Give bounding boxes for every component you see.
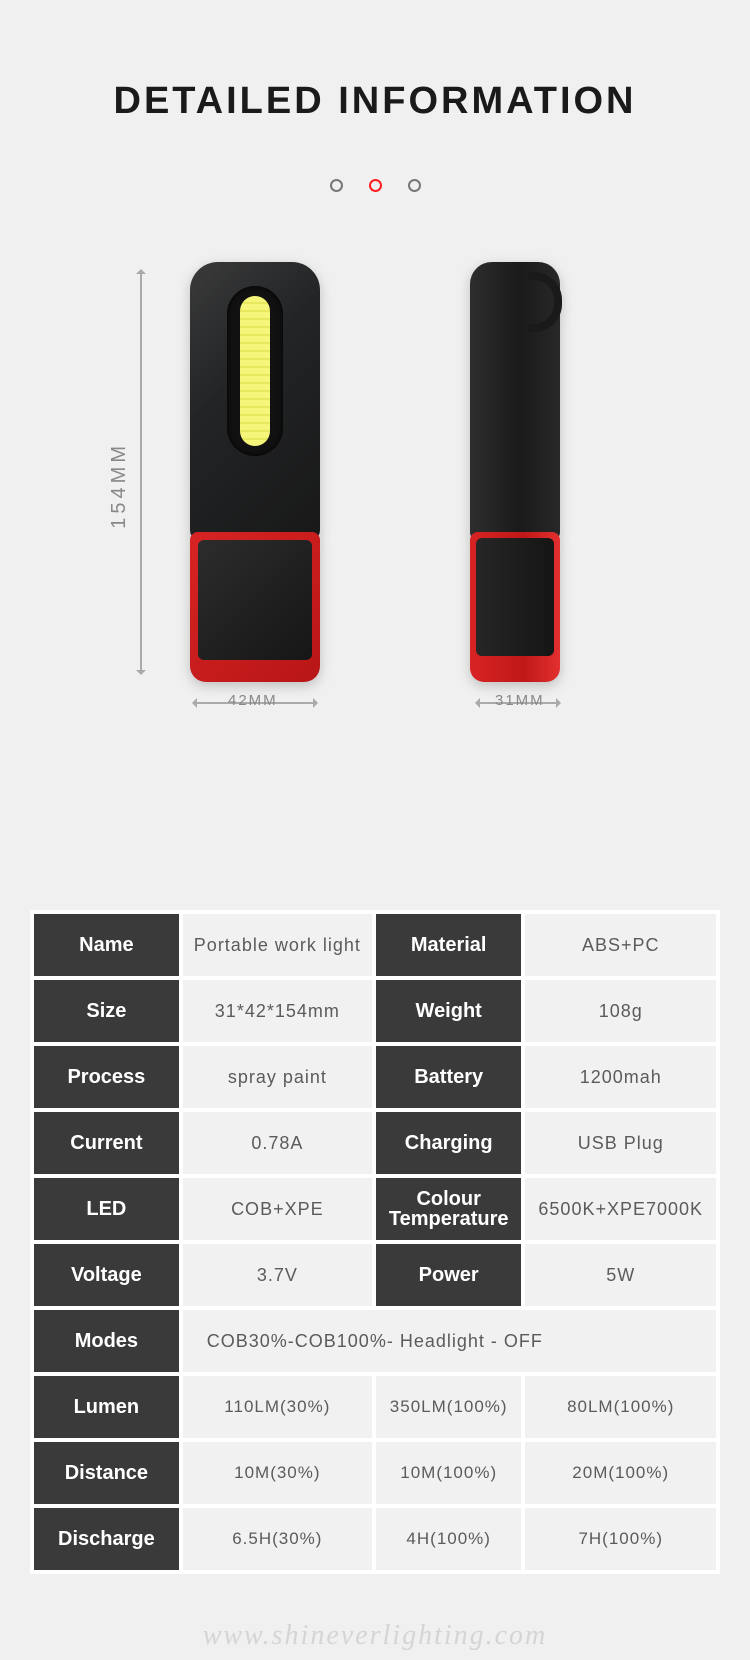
spec-value: COB30%-COB100%- Headlight - OFF bbox=[181, 1308, 718, 1374]
table-row: ModesCOB30%-COB100%- Headlight - OFF bbox=[32, 1308, 718, 1374]
spec-value: 80LM(100%) bbox=[523, 1374, 718, 1440]
spec-table: NamePortable work lightMaterialABS+PCSiz… bbox=[30, 910, 720, 1574]
spec-value: 350LM(100%) bbox=[374, 1374, 524, 1440]
table-row: NamePortable work lightMaterialABS+PC bbox=[32, 912, 718, 978]
table-row: Distance10M(30%)10M(100%)20M(100%) bbox=[32, 1440, 718, 1506]
spec-value: 110LM(30%) bbox=[181, 1374, 374, 1440]
spec-key: Charging bbox=[374, 1110, 524, 1176]
spec-value: 3.7V bbox=[181, 1242, 374, 1308]
spec-value: COB+XPE bbox=[181, 1176, 374, 1242]
spec-key: Distance bbox=[32, 1440, 181, 1506]
led-window bbox=[227, 286, 283, 456]
spec-key: Modes bbox=[32, 1308, 181, 1374]
spec-value: 6.5H(30%) bbox=[181, 1506, 374, 1572]
dot-1-icon bbox=[330, 179, 343, 192]
table-row: Lumen110LM(30%)350LM(100%)80LM(100%) bbox=[32, 1374, 718, 1440]
spec-value: 1200mah bbox=[523, 1044, 718, 1110]
spec-value: 6500K+XPE7000K bbox=[523, 1176, 718, 1242]
spec-value: 4H(100%) bbox=[374, 1506, 524, 1572]
product-front-view bbox=[190, 262, 320, 682]
spec-key: Voltage bbox=[32, 1242, 181, 1308]
table-row: Processspray paintBattery1200mah bbox=[32, 1044, 718, 1110]
product-body-top bbox=[190, 262, 320, 542]
spec-value: 10M(100%) bbox=[374, 1440, 524, 1506]
table-row: Current0.78AChargingUSB Plug bbox=[32, 1110, 718, 1176]
spec-value: 5W bbox=[523, 1242, 718, 1308]
table-row: Size31*42*154mmWeight108g bbox=[32, 978, 718, 1044]
dimension-height-label: 154MM bbox=[108, 442, 131, 529]
spec-key: Lumen bbox=[32, 1374, 181, 1440]
table-row: LEDCOB+XPEColour Temperature6500K+XPE700… bbox=[32, 1176, 718, 1242]
spec-key: Colour Temperature bbox=[374, 1176, 524, 1242]
spec-key: Power bbox=[374, 1242, 524, 1308]
spec-value: 10M(30%) bbox=[181, 1440, 374, 1506]
dimension-height-arrow-icon bbox=[140, 272, 142, 672]
spec-key: Process bbox=[32, 1044, 181, 1110]
spec-key: LED bbox=[32, 1176, 181, 1242]
spec-value: USB Plug bbox=[523, 1110, 718, 1176]
spec-value: 7H(100%) bbox=[523, 1506, 718, 1572]
table-row: Discharge6.5H(30%)4H(100%)7H(100%) bbox=[32, 1506, 718, 1572]
carousel-dots bbox=[0, 179, 750, 192]
product-side-view bbox=[470, 262, 560, 682]
spec-key: Discharge bbox=[32, 1506, 181, 1572]
spec-key: Battery bbox=[374, 1044, 524, 1110]
spec-value: 31*42*154mm bbox=[181, 978, 374, 1044]
page-title: DETAILED INFORMATION bbox=[0, 0, 750, 123]
hook-icon bbox=[528, 272, 562, 332]
spec-key: Size bbox=[32, 978, 181, 1044]
spec-value: spray paint bbox=[181, 1044, 374, 1110]
spec-key: Material bbox=[374, 912, 524, 978]
spec-value: ABS+PC bbox=[523, 912, 718, 978]
dot-3-icon bbox=[408, 179, 421, 192]
spec-value: 20M(100%) bbox=[523, 1440, 718, 1506]
watermark: www.shineverlighting.com bbox=[0, 1620, 750, 1652]
table-row: Voltage3.7VPower5W bbox=[32, 1242, 718, 1308]
product-side-top bbox=[470, 262, 560, 542]
spec-value: Portable work light bbox=[181, 912, 374, 978]
cob-led-icon bbox=[240, 296, 270, 446]
spec-key: Weight bbox=[374, 978, 524, 1044]
spec-key: Name bbox=[32, 912, 181, 978]
product-body-base bbox=[190, 532, 320, 682]
spec-value: 0.78A bbox=[181, 1110, 374, 1176]
spec-value: 108g bbox=[523, 978, 718, 1044]
product-side-base bbox=[470, 532, 560, 682]
spec-key: Current bbox=[32, 1110, 181, 1176]
dimension-width-side-label: 31MM bbox=[495, 692, 545, 709]
dot-2-icon bbox=[369, 179, 382, 192]
dimension-width-front-label: 42MM bbox=[228, 692, 278, 709]
product-figure: 154MM 42MM 31MM bbox=[0, 242, 750, 892]
